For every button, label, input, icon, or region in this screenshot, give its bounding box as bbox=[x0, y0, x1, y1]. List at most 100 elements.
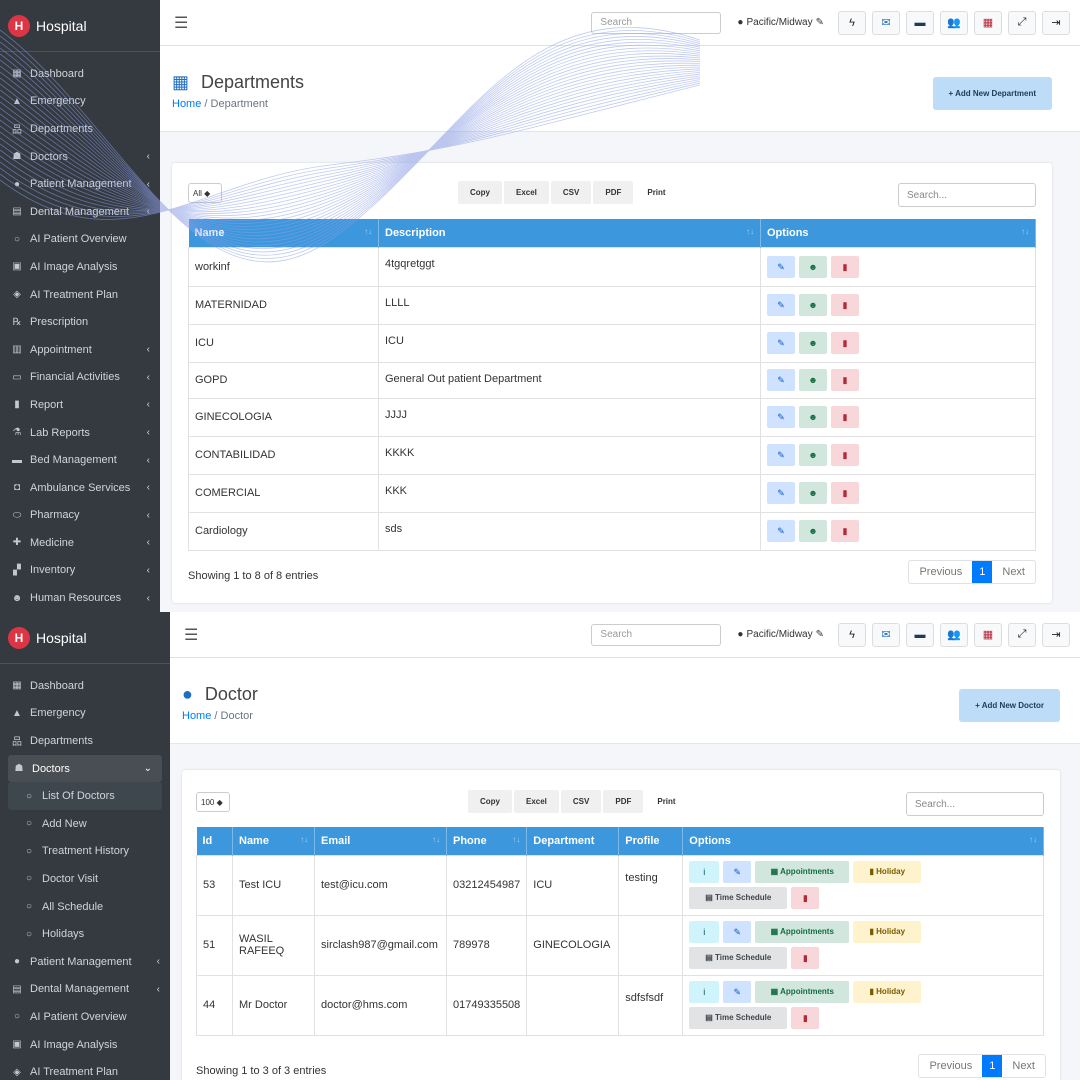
col-description[interactable]: Description ↑↓ bbox=[378, 219, 761, 247]
info-button[interactable]: i bbox=[689, 921, 720, 943]
breadcrumb-home[interactable]: Home bbox=[182, 710, 212, 722]
export-copy-button[interactable]: Copy bbox=[458, 181, 502, 204]
assign-users-button[interactable]: ☻ bbox=[799, 255, 827, 278]
col-phone[interactable]: Phone ↑↓ bbox=[446, 827, 528, 855]
delete-button[interactable]: ▮ bbox=[831, 332, 859, 354]
col-options[interactable]: Options ↑↓ bbox=[682, 827, 1044, 855]
pagination-next[interactable]: Next bbox=[1002, 566, 1025, 578]
navbar-search-input[interactable]: Search bbox=[591, 11, 722, 34]
sidebar-item-appointment[interactable]: ▥ Appointment ‹ bbox=[0, 336, 160, 364]
sidebar-item-patient-management[interactable]: ● Patient Management ‹ bbox=[0, 948, 170, 976]
language-button[interactable]: ▦ bbox=[974, 10, 1002, 35]
time-schedule-button[interactable]: ▤ Time Schedule bbox=[689, 1007, 788, 1029]
sidebar-item-lab-reports[interactable]: ⚗ Lab Reports ‹ bbox=[0, 419, 160, 447]
sidebar-item-dashboard[interactable]: ▦ Dashboard bbox=[0, 60, 160, 88]
export-csv-button[interactable]: CSV bbox=[560, 790, 602, 813]
sidebar-item-pharmacy[interactable]: ⬭ Pharmacy ‹ bbox=[0, 502, 160, 530]
sidebar-item-ai-patient-overview[interactable]: ○ AI Patient Overview bbox=[0, 226, 160, 254]
col-name[interactable]: Name ↑↓ bbox=[232, 827, 315, 855]
sidebar-item-medicine[interactable]: ✚ Medicine ‹ bbox=[0, 529, 160, 557]
sidebar-item-dental-management[interactable]: ▤ Dental Management ‹ bbox=[0, 976, 170, 1004]
hamburger-icon[interactable]: ☰ bbox=[184, 626, 199, 644]
sidebar-item-ai-treatment-plan[interactable]: ◈ AI Treatment Plan bbox=[0, 281, 160, 309]
pagination-page-1[interactable]: 1 bbox=[972, 561, 993, 583]
info-button[interactable]: i bbox=[689, 861, 720, 883]
sidebar-item-departments[interactable]: 品 Departments bbox=[0, 727, 170, 755]
fullscreen-button[interactable]: ⤢ bbox=[1008, 10, 1036, 35]
delete-button[interactable]: ▮ bbox=[791, 1007, 820, 1029]
quick-action-button[interactable]: ϟ bbox=[838, 622, 866, 647]
sidebar-item-list-of-doctors[interactable]: ○ List Of Doctors bbox=[8, 782, 162, 810]
sidebar-item-dashboard[interactable]: ▦ Dashboard bbox=[0, 672, 170, 700]
page-length-select[interactable]: 100 ◆ bbox=[196, 792, 230, 812]
delete-button[interactable]: ▮ bbox=[831, 294, 859, 316]
sidebar-item-doctors[interactable]: ☗ Doctors ‹ bbox=[0, 143, 160, 171]
assign-users-button[interactable]: ☻ bbox=[799, 332, 827, 354]
appointments-button[interactable]: ▦ Appointments bbox=[755, 981, 850, 1003]
users-button[interactable]: 👥 bbox=[940, 622, 968, 647]
edit-button[interactable]: ✎ bbox=[767, 294, 795, 316]
sidebar-item-departments[interactable]: 品 Departments bbox=[0, 115, 160, 143]
users-button[interactable]: 👥 bbox=[940, 10, 968, 35]
export-excel-button[interactable]: Excel bbox=[514, 790, 559, 813]
delete-button[interactable]: ▮ bbox=[831, 520, 859, 542]
export-pdf-button[interactable]: PDF bbox=[593, 181, 634, 204]
assign-users-button[interactable]: ☻ bbox=[799, 294, 827, 316]
sidebar-item-report[interactable]: ▮ Report ‹ bbox=[0, 391, 160, 419]
brand[interactable]: H Hospital bbox=[0, 612, 170, 664]
appointments-button[interactable]: ▦ Appointments bbox=[755, 861, 850, 883]
add-doctor-button[interactable]: + Add New Doctor bbox=[959, 689, 1060, 722]
sidebar-item-patient-management[interactable]: ● Patient Management ‹ bbox=[0, 170, 160, 198]
assign-users-button[interactable]: ☻ bbox=[799, 444, 827, 466]
holiday-button[interactable]: ▮ Holiday bbox=[853, 921, 922, 943]
sidebar-item-add-new[interactable]: ○ Add New bbox=[0, 810, 170, 838]
delete-button[interactable]: ▮ bbox=[831, 406, 859, 428]
quick-action-button[interactable]: ϟ bbox=[838, 10, 866, 35]
sidebar-item-ai-patient-overview[interactable]: ○ AI Patient Overview bbox=[0, 1003, 170, 1031]
sidebar-item-prescription[interactable]: ℞ Prescription bbox=[0, 308, 160, 336]
delete-button[interactable]: ▮ bbox=[791, 947, 820, 969]
sidebar-item-ai-image-analysis[interactable]: ▣ AI Image Analysis bbox=[0, 253, 160, 281]
fullscreen-button[interactable]: ⤢ bbox=[1008, 622, 1036, 647]
assign-users-button[interactable]: ☻ bbox=[799, 482, 827, 504]
edit-button[interactable]: ✎ bbox=[767, 482, 795, 504]
edit-button[interactable]: ✎ bbox=[767, 406, 795, 428]
language-button[interactable]: ▦ bbox=[974, 622, 1002, 647]
col-profile[interactable]: Profile bbox=[618, 827, 684, 855]
sidebar-item-ai-treatment-plan[interactable]: ◈ AI Treatment Plan bbox=[0, 1058, 170, 1080]
messages-button[interactable]: ✉ bbox=[872, 10, 900, 35]
pagination-previous[interactable]: Previous bbox=[929, 1060, 973, 1072]
sidebar-item-bed-management[interactable]: ▬ Bed Management ‹ bbox=[0, 446, 160, 474]
sidebar-item-emergency[interactable]: ▲ Emergency bbox=[0, 88, 160, 116]
messages-button[interactable]: ✉ bbox=[872, 622, 900, 647]
sidebar-item-doctor-visit[interactable]: ○ Doctor Visit bbox=[0, 865, 170, 893]
col-department[interactable]: Department bbox=[526, 827, 620, 855]
edit-button[interactable]: ✎ bbox=[767, 369, 795, 391]
export-csv-button[interactable]: CSV bbox=[550, 181, 592, 204]
holiday-button[interactable]: ▮ Holiday bbox=[853, 981, 922, 1003]
export-copy-button[interactable]: Copy bbox=[468, 790, 512, 813]
col-options[interactable]: Options ↑↓ bbox=[760, 219, 1036, 247]
time-schedule-button[interactable]: ▤ Time Schedule bbox=[689, 887, 788, 909]
sidebar-item-doctors[interactable]: ☗ Doctors ⌄ bbox=[8, 754, 162, 783]
table-search-input[interactable]: Search... bbox=[906, 792, 1044, 816]
export-print-button[interactable]: Print bbox=[635, 181, 678, 204]
holiday-button[interactable]: ▮ Holiday bbox=[853, 861, 922, 883]
timezone-selector[interactable]: ● Pacific/Midway ✎ bbox=[737, 17, 824, 28]
navbar-search-input[interactable]: Search bbox=[591, 623, 722, 646]
delete-button[interactable]: ▮ bbox=[831, 369, 859, 391]
edit-button[interactable]: ✎ bbox=[767, 520, 795, 542]
time-schedule-button[interactable]: ▤ Time Schedule bbox=[689, 947, 788, 969]
edit-button[interactable]: ✎ bbox=[723, 981, 752, 1003]
sidebar-item-ambulance-services[interactable]: ◘ Ambulance Services ‹ bbox=[0, 474, 160, 502]
sidebar-item-emergency[interactable]: ▲ Emergency bbox=[0, 700, 170, 728]
sidebar-item-financial-activities[interactable]: ▭ Financial Activities ‹ bbox=[0, 364, 160, 392]
breadcrumb-home[interactable]: Home bbox=[172, 98, 202, 110]
add-department-button[interactable]: + Add New Department bbox=[932, 77, 1052, 110]
assign-users-button[interactable]: ☻ bbox=[799, 520, 827, 542]
billing-button[interactable]: ▬ bbox=[906, 622, 934, 647]
delete-button[interactable]: ▮ bbox=[791, 887, 820, 909]
col-id[interactable]: Id bbox=[196, 827, 233, 855]
page-length-select[interactable]: All ◆ bbox=[188, 183, 222, 203]
edit-button[interactable]: ✎ bbox=[767, 444, 795, 466]
